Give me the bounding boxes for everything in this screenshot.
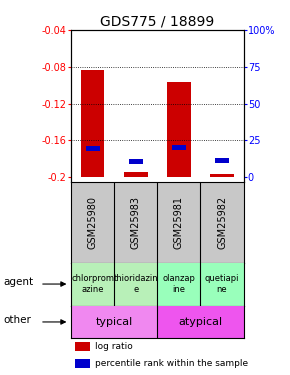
Bar	[157, 262, 200, 306]
Text: olanzap
ine: olanzap ine	[162, 274, 195, 294]
Bar	[129, 159, 143, 164]
Text: quetiapi
ne: quetiapi ne	[205, 274, 239, 294]
Text: typical: typical	[96, 317, 133, 327]
Bar	[215, 158, 229, 163]
Bar	[75, 342, 90, 351]
Bar	[210, 174, 234, 177]
Text: percentile rank within the sample: percentile rank within the sample	[95, 359, 248, 368]
Text: atypical: atypical	[178, 317, 222, 327]
Bar	[114, 262, 157, 306]
Text: GSM25983: GSM25983	[131, 196, 141, 249]
Bar	[172, 145, 186, 150]
Text: GSM25980: GSM25980	[88, 196, 98, 249]
Text: log ratio: log ratio	[95, 342, 133, 351]
Bar	[81, 69, 104, 177]
Bar	[71, 262, 114, 306]
Bar	[157, 306, 244, 338]
Text: GSM25982: GSM25982	[217, 195, 227, 249]
Bar	[86, 146, 100, 152]
Text: other: other	[3, 315, 31, 326]
Bar	[75, 359, 90, 368]
Text: GSM25981: GSM25981	[174, 196, 184, 249]
Bar	[71, 306, 157, 338]
Text: thioridazin
e: thioridazin e	[113, 274, 158, 294]
Text: agent: agent	[3, 277, 33, 287]
Bar	[124, 172, 148, 177]
Bar	[167, 82, 191, 177]
Text: chlorprom
azine: chlorprom azine	[71, 274, 114, 294]
Bar	[200, 262, 244, 306]
Title: GDS775 / 18899: GDS775 / 18899	[100, 15, 214, 29]
